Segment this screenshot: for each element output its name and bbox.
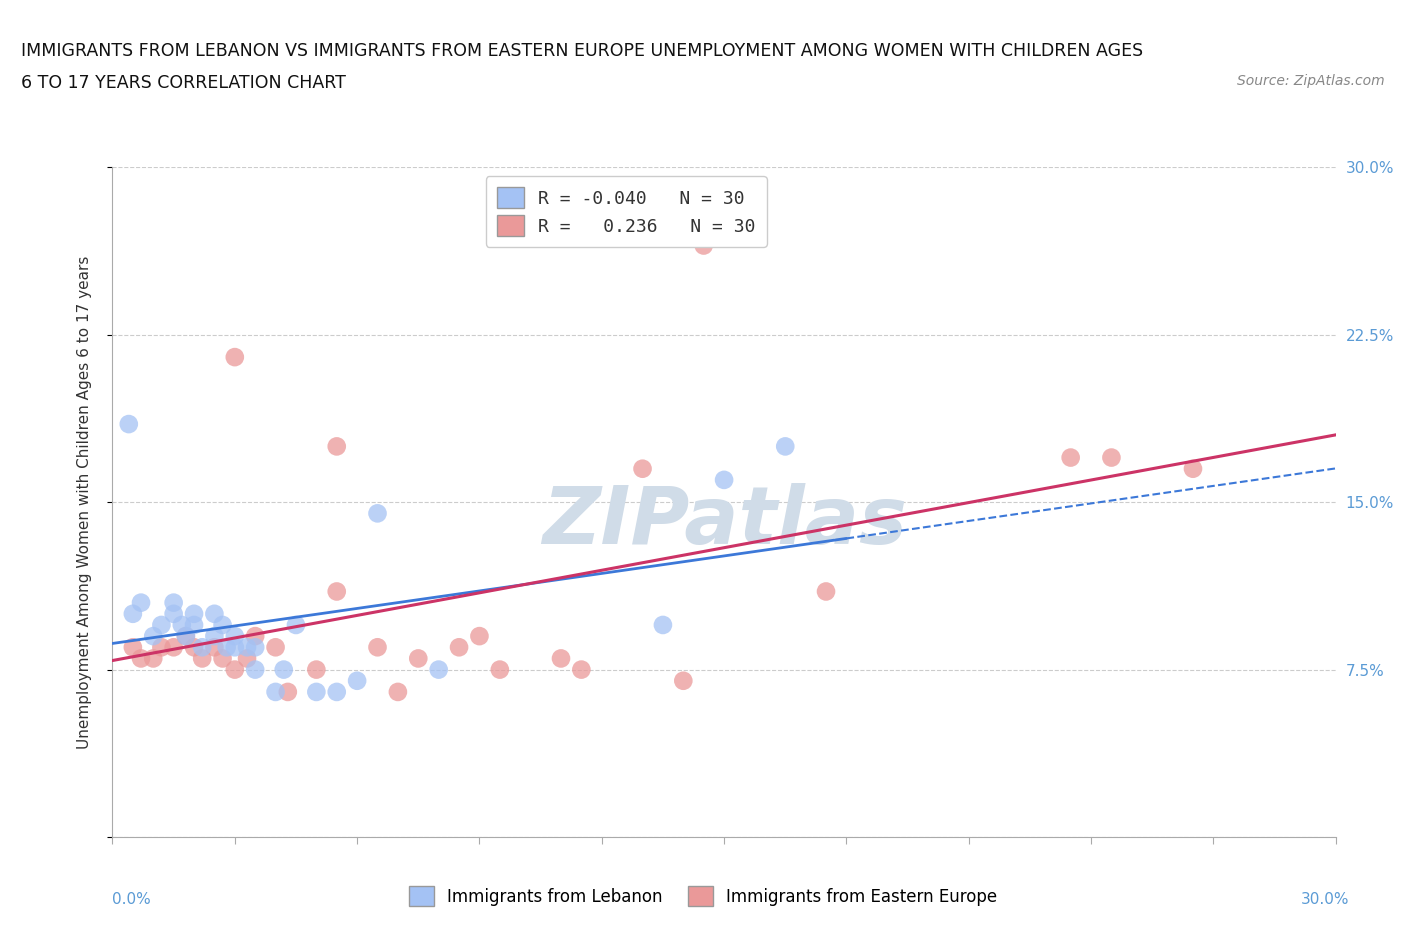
Point [150,640,173,655]
Point [204,629,226,644]
Point [191,651,214,666]
Point [183,606,205,621]
Point [129,651,152,666]
Point [224,640,246,655]
Point [183,618,205,632]
Point [284,618,308,632]
Point [224,662,246,677]
Point [211,618,233,632]
Point [815,584,838,599]
Point [118,417,141,432]
Legend: R = -0.040   N = 30, R =   0.236   N = 30: R = -0.040 N = 30, R = 0.236 N = 30 [486,177,766,247]
Point [305,684,328,699]
Point [366,640,388,655]
Point [211,651,233,666]
Point [122,640,145,655]
Point [550,651,572,666]
Point [273,662,295,677]
Point [1099,450,1122,465]
Text: IMMIGRANTS FROM LEBANON VS IMMIGRANTS FROM EASTERN EUROPE UNEMPLOYMENT AMONG WOM: IMMIGRANTS FROM LEBANON VS IMMIGRANTS FR… [21,42,1143,60]
Point [305,662,328,677]
Text: 30.0%: 30.0% [1302,892,1350,907]
Point [326,439,349,454]
Point [489,662,512,677]
Point [142,651,165,666]
Point [571,662,593,677]
Point [775,439,797,454]
Point [183,640,205,655]
Point [264,684,287,699]
Text: 6 TO 17 YEARS CORRELATION CHART: 6 TO 17 YEARS CORRELATION CHART [21,74,346,92]
Point [215,640,238,655]
Point [236,651,259,666]
Point [224,629,246,644]
Point [170,618,193,632]
Point [713,472,735,487]
Point [150,618,173,632]
Point [204,640,226,655]
Y-axis label: Unemployment Among Women with Children Ages 6 to 17 years: Unemployment Among Women with Children A… [77,256,91,749]
Point [366,506,388,521]
Point [326,684,349,699]
Point [277,684,299,699]
Point [672,673,695,688]
Point [387,684,409,699]
Point [224,350,246,365]
Point [245,640,267,655]
Legend: Immigrants from Lebanon, Immigrants from Eastern Europe: Immigrants from Lebanon, Immigrants from… [402,880,1004,912]
Point [693,238,716,253]
Point [142,629,165,644]
Point [346,673,368,688]
Point [129,595,152,610]
Point [163,595,186,610]
Text: ZIPatlas: ZIPatlas [541,484,907,562]
Point [122,606,145,621]
Point [163,640,186,655]
Point [174,629,197,644]
Point [1060,450,1083,465]
Text: 0.0%: 0.0% [112,892,152,907]
Point [191,640,214,655]
Point [326,584,349,599]
Point [204,606,226,621]
Text: Source: ZipAtlas.com: Source: ZipAtlas.com [1237,74,1385,88]
Point [447,640,470,655]
Point [408,651,430,666]
Point [468,629,491,644]
Point [1181,461,1204,476]
Point [652,618,675,632]
Point [245,662,267,677]
Point [163,606,186,621]
Point [427,662,450,677]
Point [631,461,654,476]
Point [236,640,259,655]
Point [174,629,197,644]
Point [245,629,267,644]
Point [264,640,287,655]
